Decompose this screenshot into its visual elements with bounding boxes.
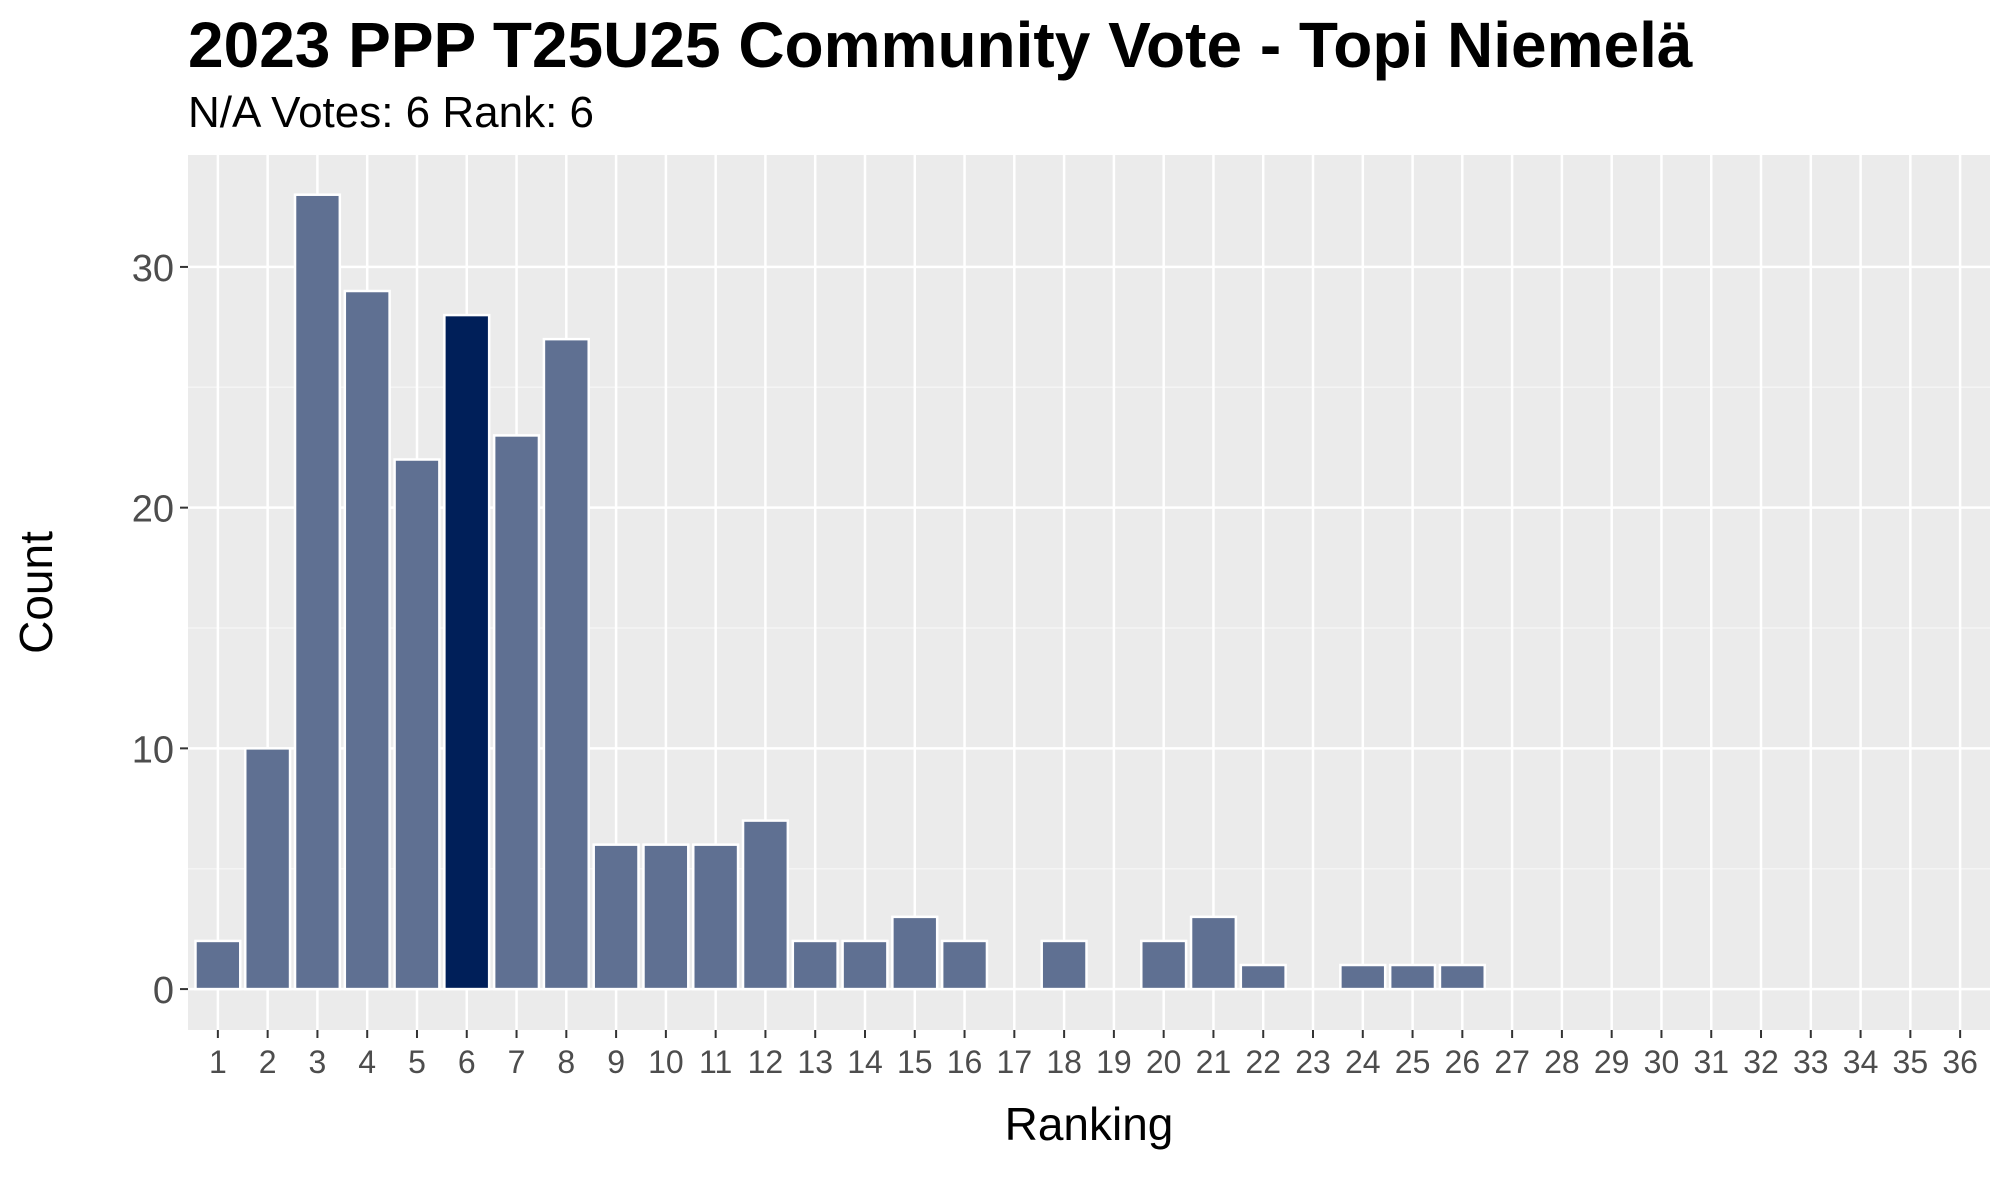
x-tick-label: 16 (947, 1044, 983, 1080)
x-tick-label: 10 (648, 1044, 684, 1080)
x-tick-label: 7 (508, 1044, 526, 1080)
bar-4 (343, 289, 391, 991)
x-tick-label: 14 (847, 1044, 883, 1080)
bar-18 (1040, 939, 1088, 991)
x-tick-label: 1 (209, 1044, 227, 1080)
bar-21 (1189, 915, 1238, 991)
x-tick-label: 19 (1096, 1044, 1132, 1080)
x-tick-label: 13 (797, 1044, 833, 1080)
bar-24 (1339, 963, 1387, 991)
bar-20 (1140, 939, 1188, 991)
x-tick-label: 27 (1494, 1044, 1530, 1080)
x-tick-label: 21 (1196, 1044, 1232, 1080)
bar-5 (393, 458, 441, 991)
y-tick-label: 20 (132, 489, 174, 531)
y-tick-label: 10 (132, 729, 174, 771)
bar-11 (692, 843, 740, 991)
x-tick-label: 31 (1693, 1044, 1729, 1080)
x-tick-label: 36 (1942, 1044, 1978, 1080)
x-tick-label: 26 (1445, 1044, 1481, 1080)
x-tick-label: 24 (1345, 1044, 1381, 1080)
chart-subtitle: N/A Votes: 6 Rank: 6 (188, 88, 595, 137)
x-tick-label: 9 (607, 1044, 625, 1080)
bar-6 (443, 313, 491, 991)
x-tick-label: 34 (1843, 1044, 1879, 1080)
x-tick-label: 15 (897, 1044, 933, 1080)
x-tick-label: 4 (358, 1044, 376, 1080)
x-axis-label: Ranking (1005, 1098, 1174, 1150)
bar-2 (243, 747, 292, 991)
bar-14 (841, 939, 889, 991)
x-tick-label: 22 (1245, 1044, 1281, 1080)
y-axis-label: Count (10, 531, 62, 654)
bar-15 (891, 915, 939, 991)
x-tick-label: 12 (748, 1044, 784, 1080)
x-tick-label: 20 (1146, 1044, 1182, 1080)
bar-9 (592, 843, 640, 991)
bar-22 (1239, 963, 1287, 991)
x-tick-label: 33 (1793, 1044, 1829, 1080)
x-tick-label: 8 (557, 1044, 575, 1080)
x-tick-label: 3 (309, 1044, 327, 1080)
x-tick-label: 28 (1544, 1044, 1580, 1080)
bar-3 (293, 193, 342, 991)
x-tick-label: 35 (1893, 1044, 1929, 1080)
x-tick-label: 23 (1295, 1044, 1331, 1080)
bar-25 (1388, 963, 1437, 991)
bar-7 (492, 434, 541, 991)
bars (194, 193, 1486, 991)
bar-1 (194, 939, 242, 991)
x-tick-label: 5 (408, 1044, 426, 1080)
chart-title: 2023 PPP T25U25 Community Vote - Topi Ni… (188, 9, 1693, 81)
bar-8 (542, 337, 590, 991)
x-tick-label: 6 (458, 1044, 476, 1080)
x-tick-label: 18 (1046, 1044, 1082, 1080)
bar-13 (791, 939, 839, 991)
x-tick-label: 29 (1594, 1044, 1630, 1080)
x-tick-label: 2 (259, 1044, 277, 1080)
x-tick-label: 32 (1743, 1044, 1779, 1080)
y-tick-label: 0 (153, 970, 174, 1012)
bar-26 (1438, 963, 1486, 991)
y-axis: 0 10 20 30 (132, 248, 188, 1012)
x-tick-label: 17 (997, 1044, 1033, 1080)
y-tick-label: 30 (132, 248, 174, 290)
x-axis: 1 2 3 4 5 6 7 8 9 10 11 12 13 14 15 16 17 18 19 20 21 22 23 24 2… (209, 1030, 1978, 1080)
x-tick-label: 25 (1395, 1044, 1431, 1080)
x-tick-label: 11 (699, 1044, 732, 1080)
bar-16 (940, 939, 989, 991)
bar-12 (741, 819, 790, 991)
bar-10 (642, 843, 690, 991)
x-tick-label: 30 (1644, 1044, 1680, 1080)
